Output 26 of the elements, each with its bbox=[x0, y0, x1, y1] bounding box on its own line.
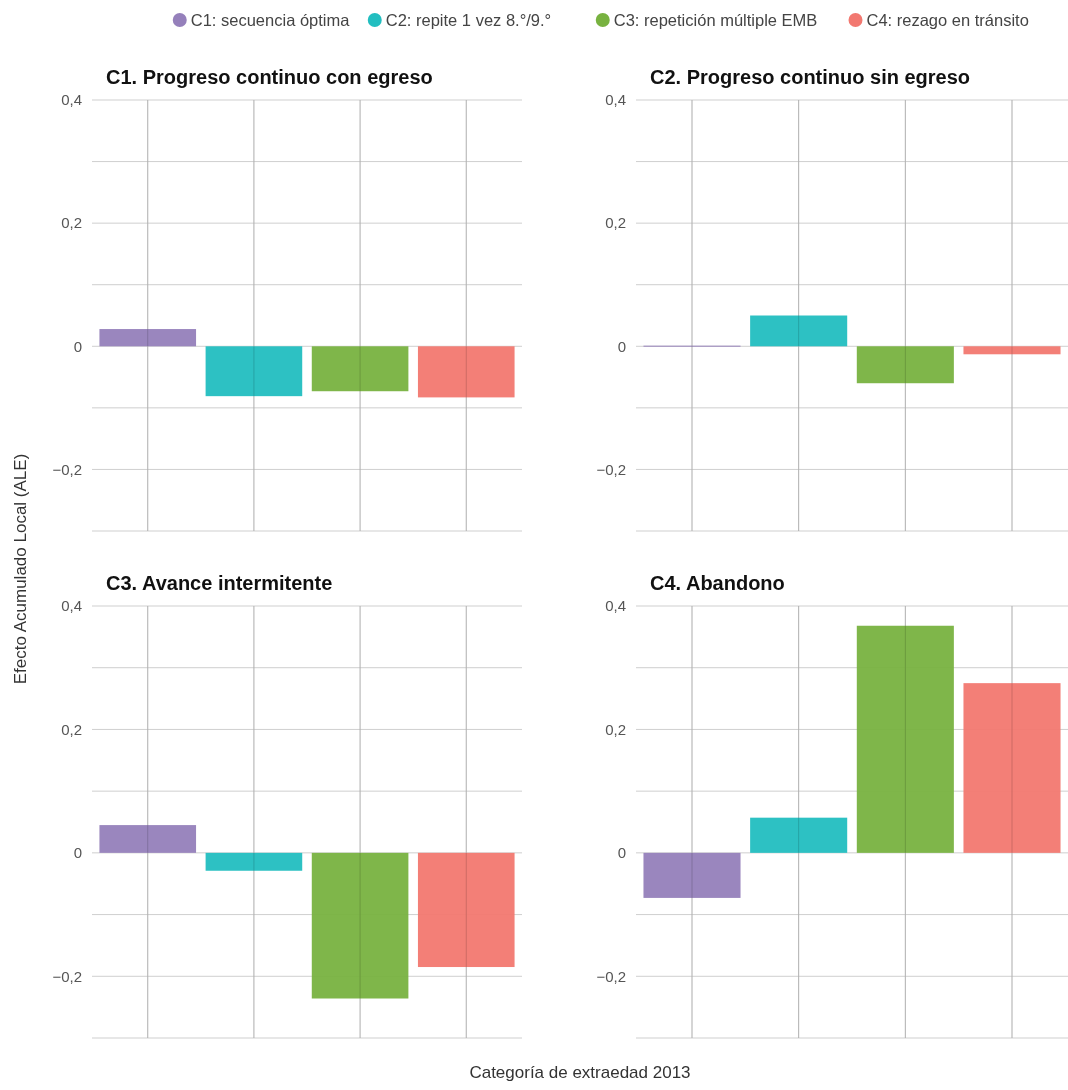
y-tick-label: 0,2 bbox=[61, 214, 82, 232]
legend-label: C2: repite 1 vez 8.°/9.° bbox=[385, 10, 552, 29]
y-tick-label: 0,2 bbox=[605, 214, 626, 232]
y-axis-title: Efecto Acumulado Local (ALE) bbox=[11, 453, 30, 685]
chart-title: C1. Progreso continuo con egreso bbox=[106, 66, 433, 88]
chart-title: C2. Progreso continuo sin egreso bbox=[650, 66, 971, 88]
y-tick-label: −0,2 bbox=[52, 967, 82, 985]
legend-label: C4: rezago en tránsito bbox=[866, 10, 1029, 29]
y-tick-label: 0,2 bbox=[61, 720, 82, 738]
chart-title: C4. Abandono bbox=[650, 572, 785, 594]
y-tick-label: 0 bbox=[617, 844, 626, 862]
chart-title: C3. Avance intermitente bbox=[106, 572, 333, 594]
y-tick-label: 0,4 bbox=[61, 91, 82, 109]
y-tick-label: −0,2 bbox=[52, 460, 82, 478]
legend-label: C1: secuencia óptima bbox=[190, 10, 351, 29]
y-tick-label: 0,4 bbox=[61, 597, 82, 615]
y-tick-label: −0,2 bbox=[596, 967, 626, 985]
y-tick-label: −0,2 bbox=[596, 460, 626, 478]
y-tick-label: 0 bbox=[617, 337, 626, 355]
legend-label: C3: repetición múltiple EMB bbox=[613, 10, 818, 29]
y-tick-label: 0 bbox=[73, 844, 82, 862]
y-tick-label: 0,2 bbox=[605, 720, 626, 738]
x-axis-title: Categoría de extraedad 2013 bbox=[469, 1063, 691, 1082]
y-tick-label: 0 bbox=[73, 337, 82, 355]
y-tick-label: 0,4 bbox=[605, 597, 626, 615]
y-tick-label: 0,4 bbox=[605, 91, 626, 109]
